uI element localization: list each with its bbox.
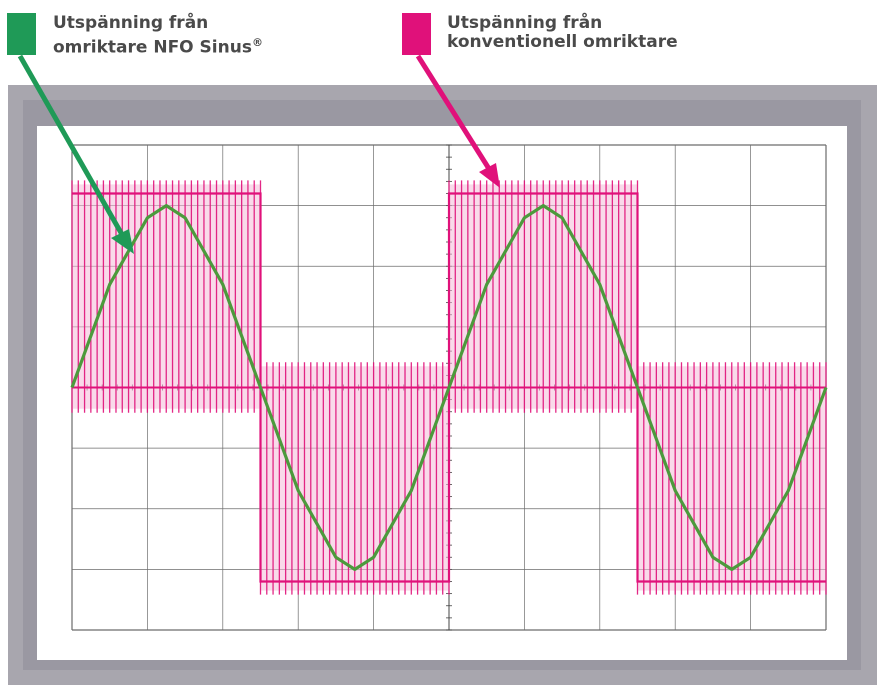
legend-swatch-conventional	[402, 13, 431, 55]
legend-nfo-line2-text: omriktare NFO Sinus	[53, 37, 252, 58]
legend-nfo-line2: omriktare NFO Sinus®	[53, 33, 263, 58]
legend-label-nfo: Utspänning från omriktare NFO Sinus®	[53, 14, 263, 58]
conventional-pwm-trace	[71, 180, 827, 595]
legend-arrows	[17, 54, 500, 254]
conventional-arrow-shaft	[415, 54, 494, 174]
legend-label-conventional: Utspänning från konventionell omriktare	[447, 14, 678, 52]
conventional-arrow-head	[479, 163, 500, 188]
registered-mark: ®	[251, 36, 263, 49]
nfo-sine-trace	[70, 204, 828, 571]
legend-nfo-line1: Utspänning från	[53, 13, 209, 33]
nfo-arrow-head	[111, 229, 134, 254]
legend-swatch-nfo	[7, 13, 36, 55]
nfo-arrow-shaft	[17, 54, 127, 240]
legend-conventional-line2: konventionell omriktare	[447, 32, 678, 52]
nfo-sine-line	[70, 204, 828, 571]
legend-conventional-line1: Utspänning från	[447, 13, 603, 33]
